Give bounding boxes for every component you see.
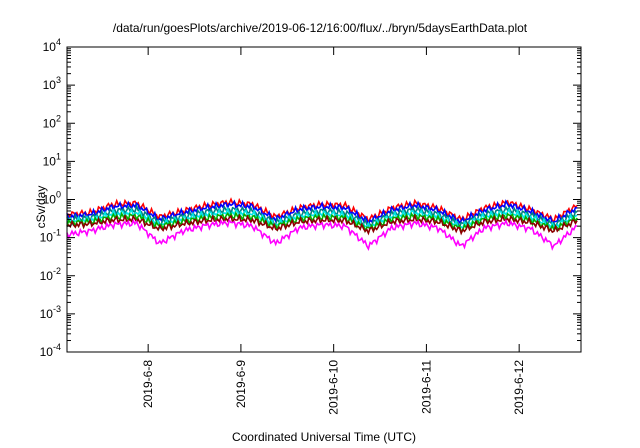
series-line-2 — [66, 199, 578, 227]
y-tick-label: 102 — [43, 113, 61, 130]
series-line-6 — [66, 213, 578, 236]
x-tick-label: 2019-6-9 — [234, 360, 248, 408]
y-tick-label: 10-1 — [40, 228, 61, 245]
y-tick-label: 103 — [43, 75, 61, 92]
series-line-7 — [66, 218, 578, 252]
plot-frame — [66, 46, 582, 353]
y-tick-label: 101 — [43, 151, 61, 168]
y-tick-label: 10-2 — [40, 266, 61, 283]
x-tick-label: 2019-6-12 — [512, 360, 526, 415]
y-axis-label: cSv/day — [34, 185, 48, 229]
x-tick-label: 2019-6-10 — [327, 360, 341, 415]
y-tick-label: 10-4 — [40, 342, 61, 359]
x-axis-label: Coordinated Universal Time (UTC) — [231, 430, 417, 444]
y-tick-label: 104 — [43, 37, 61, 54]
y-tick-label: 10-3 — [40, 304, 61, 321]
chart-title: /data/run/goesPlots/archive/2019-06-12/1… — [112, 21, 528, 35]
series-line-3 — [66, 203, 578, 230]
y-tick-label: 100 — [43, 190, 61, 207]
x-tick-label: 2019-6-8 — [141, 360, 155, 408]
x-tick-label: 2019-6-11 — [419, 360, 433, 414]
